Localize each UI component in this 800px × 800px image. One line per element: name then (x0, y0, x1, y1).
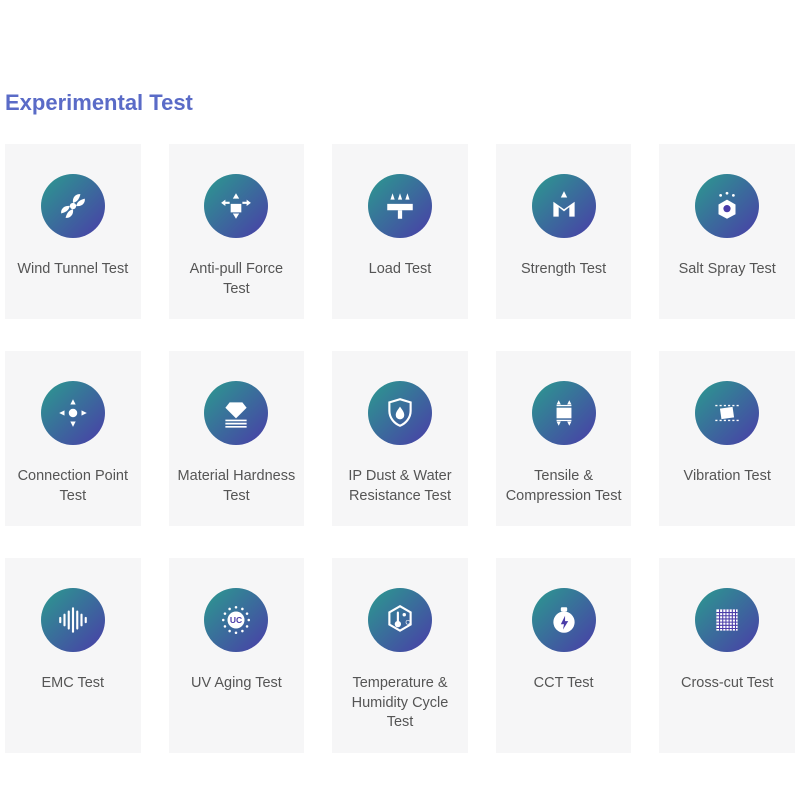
test-card-label: Cross-cut Test (681, 674, 773, 694)
vibration-icon (695, 381, 759, 445)
temphum-icon: C (368, 588, 432, 652)
test-card-label: Material Hardness Test (177, 467, 297, 506)
saltspray-icon (695, 174, 759, 238)
test-card: Salt Spray Test (659, 144, 795, 319)
test-card-label: EMC Test (42, 674, 105, 694)
test-card-label: Tensile & Compression Test (504, 467, 624, 506)
test-card-label: Connection Point Test (13, 467, 133, 506)
test-card: Vibration Test (659, 351, 795, 526)
connpoint-icon (41, 381, 105, 445)
test-card: Wind Tunnel Test (5, 144, 141, 319)
test-card: EMC Test (5, 558, 141, 753)
cct-icon (532, 588, 596, 652)
test-card: Cross-cut Test (659, 558, 795, 753)
test-card: Load Test (332, 144, 468, 319)
svg-text:C: C (405, 620, 410, 627)
test-card: Material Hardness Test (169, 351, 305, 526)
tensile-icon (532, 381, 596, 445)
ipshield-icon (368, 381, 432, 445)
section-title: Experimental Test (5, 90, 795, 116)
test-card-label: Vibration Test (684, 467, 771, 487)
test-card-label: Salt Spray Test (679, 260, 776, 280)
test-grid: Wind Tunnel Test Anti-pull Force Test Load… (5, 144, 795, 753)
test-card: CCT Test (496, 558, 632, 753)
svg-text:UC: UC (230, 615, 242, 625)
strength-icon (532, 174, 596, 238)
fan-icon (41, 174, 105, 238)
test-card-label: Anti-pull Force Test (177, 260, 297, 299)
antipull-icon (204, 174, 268, 238)
load-icon (368, 174, 432, 238)
test-card-label: IP Dust & Water Resistance Test (340, 467, 460, 506)
test-card: Tensile & Compression Test (496, 351, 632, 526)
test-card-label: Wind Tunnel Test (17, 260, 128, 280)
test-card-label: Strength Test (521, 260, 606, 280)
test-card: IP Dust & Water Resistance Test (332, 351, 468, 526)
test-card: Strength Test (496, 144, 632, 319)
test-card-label: UV Aging Test (191, 674, 282, 694)
hardness-icon (204, 381, 268, 445)
emc-icon (41, 588, 105, 652)
uvaging-icon: UC (204, 588, 268, 652)
test-card: UC UV Aging Test (169, 558, 305, 753)
test-card-label: Load Test (369, 260, 432, 280)
test-card: C Temperature & Humidity Cycle Test (332, 558, 468, 753)
test-card: Anti-pull Force Test (169, 144, 305, 319)
crosscut-icon (695, 588, 759, 652)
test-card: Connection Point Test (5, 351, 141, 526)
test-card-label: CCT Test (534, 674, 594, 694)
test-card-label: Temperature & Humidity Cycle Test (340, 674, 460, 733)
